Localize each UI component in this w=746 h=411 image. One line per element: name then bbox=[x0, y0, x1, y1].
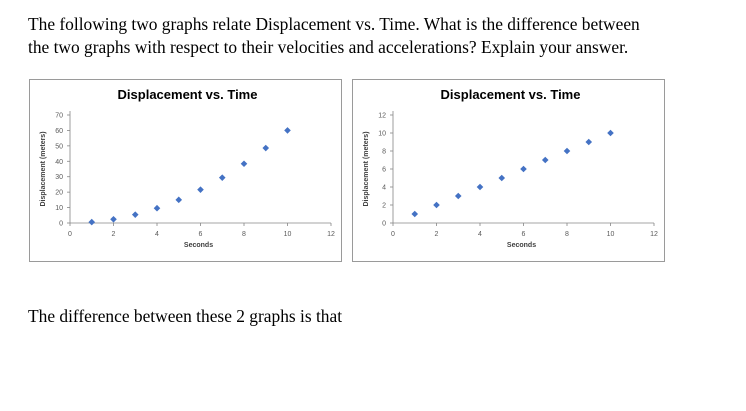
question-line-1: The following two graphs relate Displace… bbox=[28, 14, 640, 34]
x-tick-label: 10 bbox=[607, 231, 615, 238]
data-point bbox=[454, 192, 462, 200]
y-tick-label: 30 bbox=[55, 174, 63, 181]
y-tick-label: 70 bbox=[55, 113, 63, 120]
y-tick-label: 0 bbox=[382, 221, 386, 228]
question-line-2: the two graphs with respect to their vel… bbox=[28, 37, 629, 57]
x-tick-label: 4 bbox=[155, 231, 159, 238]
data-point bbox=[218, 174, 226, 181]
x-tick-label: 6 bbox=[199, 231, 203, 238]
data-point bbox=[197, 186, 204, 193]
x-axis-label: Seconds bbox=[184, 242, 213, 249]
answer-text: The difference between these 2 graphs is… bbox=[28, 306, 343, 326]
x-tick-label: 8 bbox=[565, 231, 569, 238]
x-axis-label: Seconds bbox=[507, 242, 536, 249]
y-tick-label: 10 bbox=[55, 205, 63, 212]
y-axis-label: Displacement (meters) bbox=[40, 131, 47, 206]
data-point bbox=[607, 129, 614, 137]
data-point bbox=[476, 183, 484, 191]
y-tick-label: 40 bbox=[55, 159, 63, 166]
data-point bbox=[520, 165, 527, 173]
data-point bbox=[175, 196, 183, 204]
chart-quadratic: Displacement vs. Time 0 10 20 30 40 50 60 70 0 2 4 6… bbox=[29, 79, 342, 262]
data-point bbox=[585, 138, 593, 146]
x-tick-label: 4 bbox=[478, 231, 482, 238]
x-tick-label: 10 bbox=[284, 231, 292, 238]
data-point bbox=[131, 211, 139, 218]
y-tick-label: 12 bbox=[378, 113, 386, 120]
data-point bbox=[153, 204, 161, 212]
x-tick-label: 6 bbox=[522, 231, 526, 238]
y-tick-label: 60 bbox=[55, 128, 63, 135]
y-tick-label: 50 bbox=[55, 143, 63, 150]
data-point bbox=[563, 147, 571, 155]
data-point bbox=[110, 215, 117, 223]
x-tick-label: 8 bbox=[242, 231, 246, 238]
y-tick-label: 4 bbox=[382, 185, 386, 192]
data-point bbox=[411, 210, 419, 218]
data-point bbox=[284, 127, 291, 134]
data-point bbox=[541, 156, 549, 164]
x-tick-label: 2 bbox=[435, 231, 439, 238]
data-point bbox=[240, 160, 248, 168]
x-tick-label: 12 bbox=[327, 231, 335, 238]
data-point bbox=[88, 218, 96, 226]
data-point bbox=[433, 201, 440, 209]
y-tick-label: 6 bbox=[382, 167, 386, 174]
chart-title: Displacement vs. Time bbox=[118, 87, 258, 102]
x-tick-label: 0 bbox=[68, 231, 72, 238]
chart-quadratic-svg: Displacement vs. Time 0 10 20 30 40 50 60 70 0 2 4 6… bbox=[40, 87, 335, 249]
x-tick-label: 12 bbox=[650, 231, 658, 238]
chart-linear-svg: Displacement vs. Time 0 2 4 6 8 10 12 0 2 4 6 8 10 12 S… bbox=[363, 87, 658, 249]
y-tick-label: 8 bbox=[382, 149, 386, 156]
y-tick-label: 10 bbox=[378, 131, 386, 138]
data-point bbox=[262, 144, 270, 152]
x-tick-label: 2 bbox=[112, 231, 116, 238]
data-point bbox=[498, 174, 506, 182]
chart-title: Displacement vs. Time bbox=[441, 87, 581, 102]
question-text: The following two graphs relate Displace… bbox=[28, 13, 728, 59]
y-tick-label: 20 bbox=[55, 190, 63, 197]
y-tick-label: 2 bbox=[382, 203, 386, 210]
y-tick-label: 0 bbox=[59, 221, 63, 228]
x-tick-label: 0 bbox=[391, 231, 395, 238]
y-axis-label: Displacement (meters) bbox=[363, 131, 370, 206]
chart-linear: Displacement vs. Time 0 2 4 6 8 10 12 0 2 4 6 8 10 12 S… bbox=[352, 79, 665, 262]
